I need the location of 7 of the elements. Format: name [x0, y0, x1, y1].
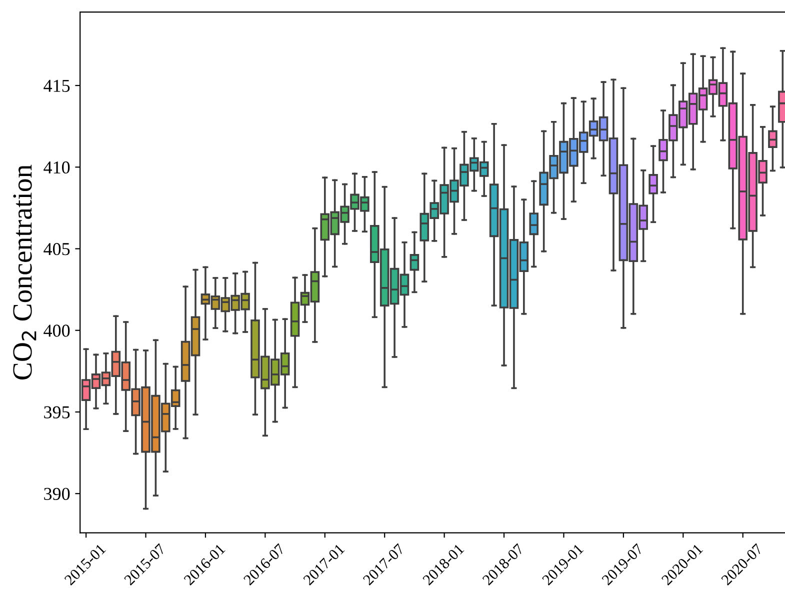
y-tick-label: 410 — [44, 161, 70, 174]
y-tick-label: 400 — [44, 324, 70, 337]
y-tick-label: 395 — [44, 406, 70, 418]
y-tick-label: 415 — [44, 80, 70, 92]
y-axis-title: CO$_{2}$ Concentration — [13, 164, 36, 380]
y-tick-label: 405 — [44, 242, 70, 256]
y-tick-label: 390 — [44, 488, 70, 500]
